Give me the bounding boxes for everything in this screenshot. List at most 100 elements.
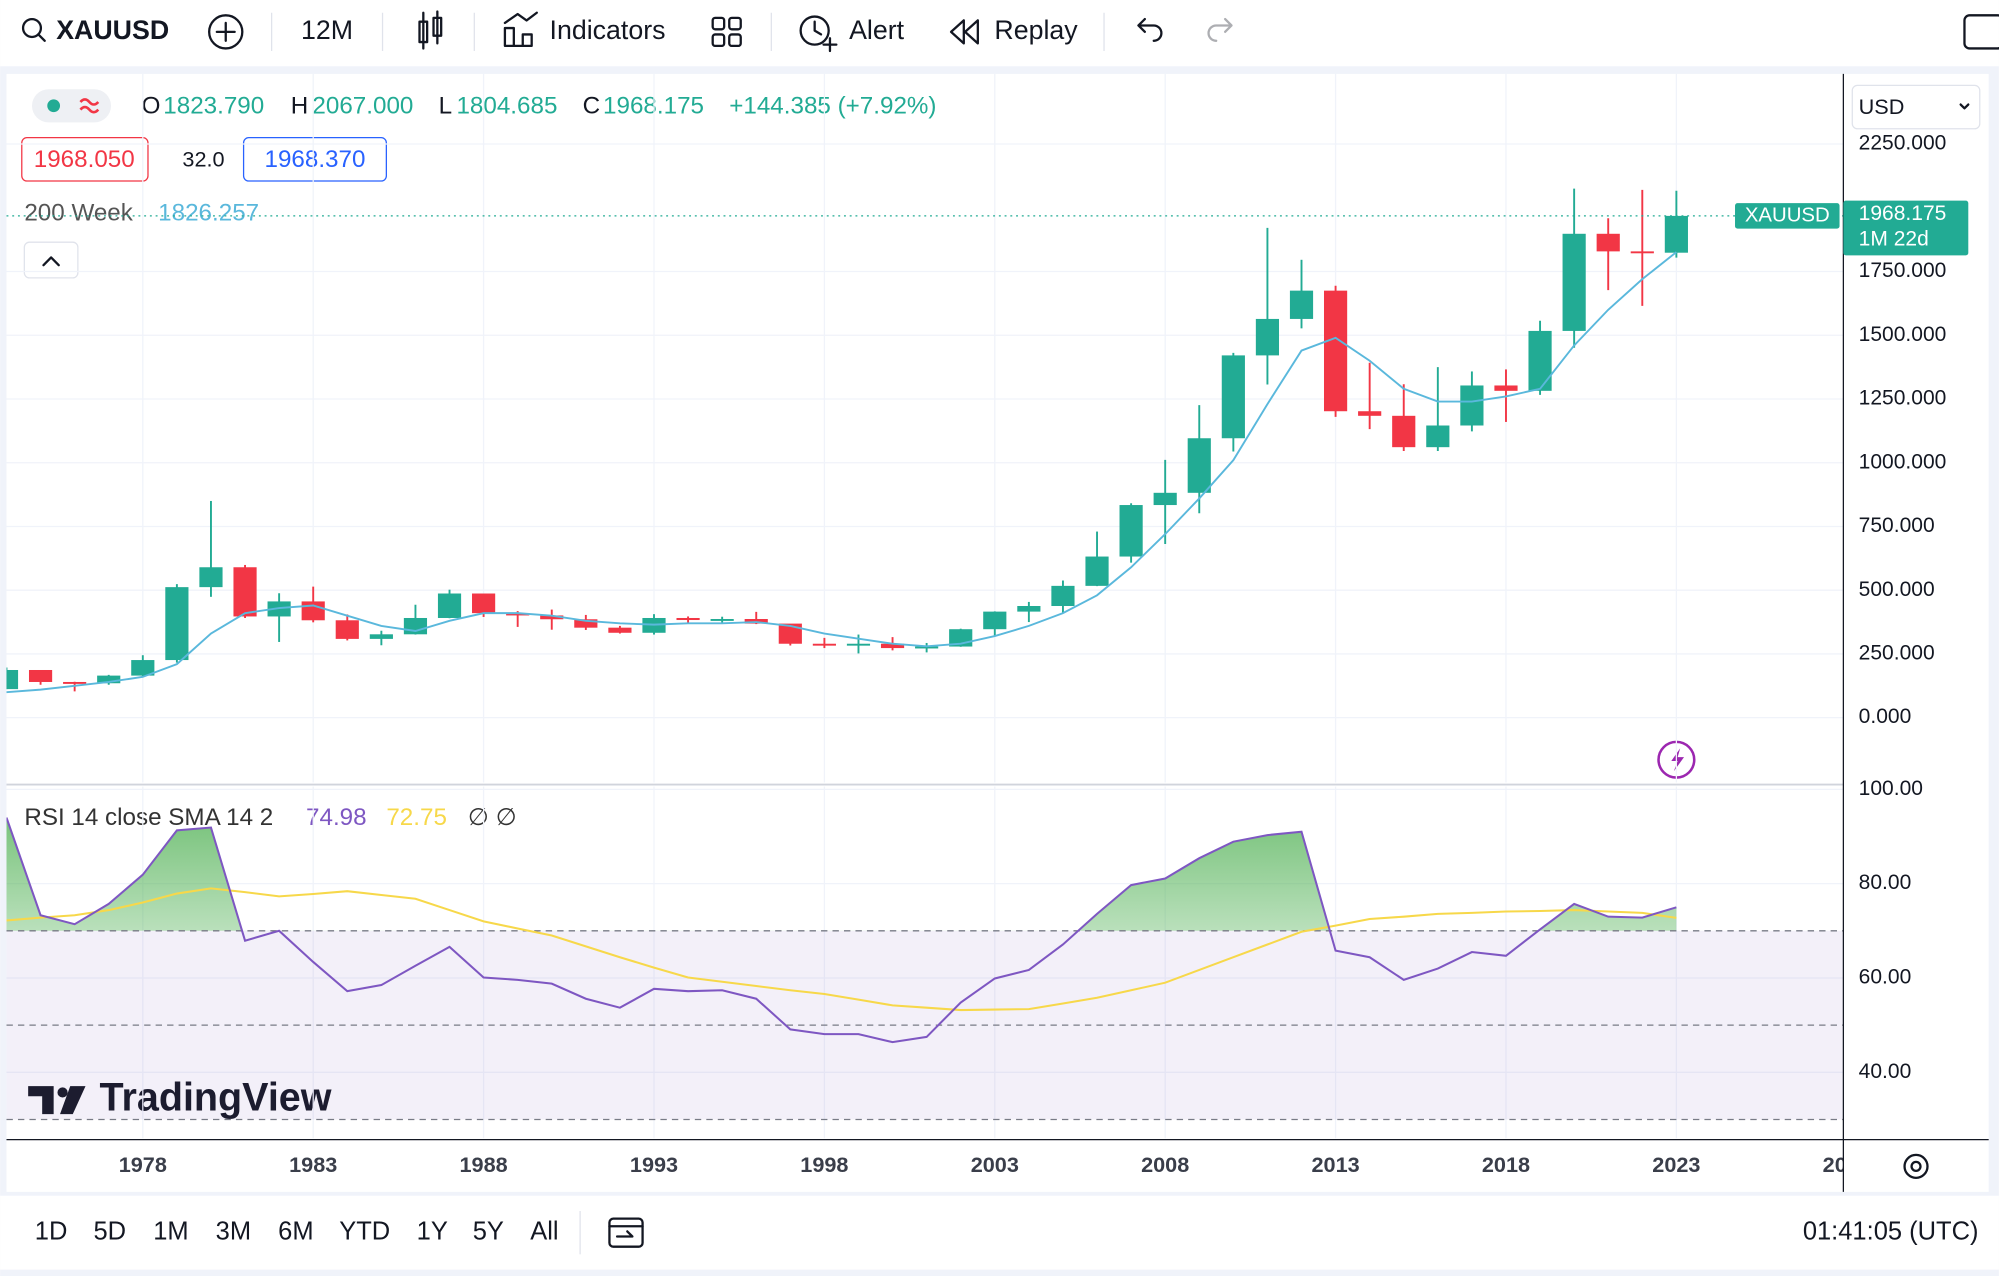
candle-body	[1596, 233, 1620, 252]
range-button[interactable]: 5Y	[473, 1217, 504, 1245]
rsi-title: RSI 14 close SMA 14 2	[24, 804, 273, 831]
search-icon[interactable]	[21, 17, 46, 42]
candle-body	[676, 617, 700, 621]
undo[interactable]	[1137, 17, 1163, 42]
x-tick-label: 1993	[630, 1152, 678, 1177]
y-tick-label: 750.000	[1859, 514, 1935, 537]
legend-c: C	[583, 92, 600, 119]
y-tick-label: 100.00	[1859, 777, 1923, 800]
legend-o: O	[142, 92, 161, 119]
templates-icon[interactable]	[711, 16, 742, 48]
candle-body	[28, 669, 53, 682]
collapse-button[interactable]	[23, 241, 79, 279]
price-label: 1968.175	[1859, 202, 1947, 225]
currency[interactable]: USD	[1859, 94, 1905, 119]
candle-body	[915, 646, 939, 649]
candle-body	[778, 623, 802, 644]
date-range-icon[interactable]	[608, 1217, 644, 1248]
alert-icon[interactable]	[799, 15, 838, 53]
ask-price[interactable]: 1968.370	[264, 146, 365, 173]
candle-body	[1017, 606, 1041, 612]
market-dot	[47, 99, 61, 113]
symbol-label-bg	[1735, 203, 1840, 229]
candle-body	[335, 620, 359, 639]
chart-type[interactable]	[418, 10, 443, 50]
range-button[interactable]: All	[530, 1217, 558, 1245]
range-button[interactable]: 1D	[35, 1217, 68, 1245]
add-symbol[interactable]	[208, 14, 244, 50]
candle-body	[233, 567, 257, 617]
x-tick-label: 2018	[1482, 1152, 1530, 1177]
y-tick-label: 60.00	[1859, 966, 1912, 989]
candle-body	[1664, 215, 1688, 253]
replay-icon[interactable]	[949, 19, 979, 45]
alert-button[interactable]: Alert	[849, 15, 905, 45]
candle-body	[812, 643, 836, 646]
time-axis: 1978 1983 1988 1993 1998 2003 2008 2013 2018 2023…	[119, 1152, 1871, 1177]
candle-body	[1630, 251, 1654, 254]
candle-body	[1119, 505, 1143, 557]
candle-body	[301, 601, 325, 621]
redo[interactable]	[1207, 17, 1233, 42]
y-tick-label: 0.000	[1859, 705, 1912, 728]
status-badge	[31, 89, 112, 123]
realtime-icon	[79, 98, 100, 114]
buy-button[interactable]	[242, 137, 387, 182]
rsi-status: ∅ ∅	[468, 804, 517, 831]
range-button[interactable]: 1Y	[417, 1217, 448, 1245]
candle-body	[1153, 492, 1177, 506]
layout-button[interactable]	[1963, 14, 1999, 50]
y-tick-label: 1000.000	[1859, 450, 1947, 473]
candle-body	[1221, 355, 1245, 439]
legend-high: 2067.000	[312, 92, 413, 119]
watermark: TradingView	[100, 1076, 332, 1120]
indicators-icon[interactable]	[503, 11, 538, 48]
candle-body	[880, 643, 905, 649]
rsi-line	[6, 887, 1677, 1012]
interval[interactable]: 12M	[301, 15, 353, 45]
rsi-pane	[6, 786, 1844, 1139]
range-button[interactable]: 6M	[278, 1217, 313, 1245]
logo	[28, 1086, 86, 1115]
symbol-label: XAUUSD	[1745, 204, 1830, 226]
candle-body	[983, 611, 1007, 630]
symbol[interactable]: XAUUSD	[56, 15, 169, 45]
replay-button[interactable]: Replay	[994, 15, 1078, 45]
candle-body	[1528, 330, 1552, 391]
candle-body	[1289, 290, 1314, 319]
range-button[interactable]: 5D	[93, 1217, 126, 1245]
candle-body	[540, 615, 564, 620]
candle-body	[437, 593, 462, 618]
sell-button[interactable]	[21, 137, 149, 182]
x-tick-label: 2013	[1311, 1152, 1359, 1177]
settings-icon[interactable]	[1903, 1153, 1929, 1179]
spread: 32.0	[182, 146, 224, 171]
candle-body	[710, 619, 734, 621]
candle-body	[1358, 411, 1382, 416]
bid-price[interactable]: 1968.050	[34, 146, 135, 173]
range-button[interactable]: 1M	[153, 1217, 188, 1245]
y-tick-label: 1500.000	[1859, 323, 1947, 346]
range-button[interactable]: YTD	[339, 1217, 390, 1245]
candle-body	[506, 613, 530, 616]
candle-body	[1085, 556, 1109, 586]
candle-body	[472, 593, 496, 614]
legend-low: 1804.685	[456, 92, 557, 119]
currency-select[interactable]	[1851, 84, 1981, 130]
candle-body	[97, 675, 121, 684]
indicators-button[interactable]: Indicators	[550, 15, 666, 45]
candle-body	[1562, 233, 1586, 331]
rsi-sma-value: 72.75	[386, 804, 447, 831]
range-button[interactable]: 3M	[216, 1217, 251, 1245]
legend-h: H	[291, 92, 308, 119]
candle-body	[1392, 415, 1416, 448]
y-tick-label: 500.000	[1859, 578, 1935, 601]
x-tick-label: 2028	[1823, 1152, 1871, 1177]
legend-change: +144.385 (+7.92%)	[729, 92, 936, 119]
y-tick-label: 80.00	[1859, 871, 1912, 894]
candle-body	[1187, 438, 1211, 493]
x-tick-label: 2003	[971, 1152, 1019, 1177]
dropdown-icon	[1959, 103, 1970, 110]
